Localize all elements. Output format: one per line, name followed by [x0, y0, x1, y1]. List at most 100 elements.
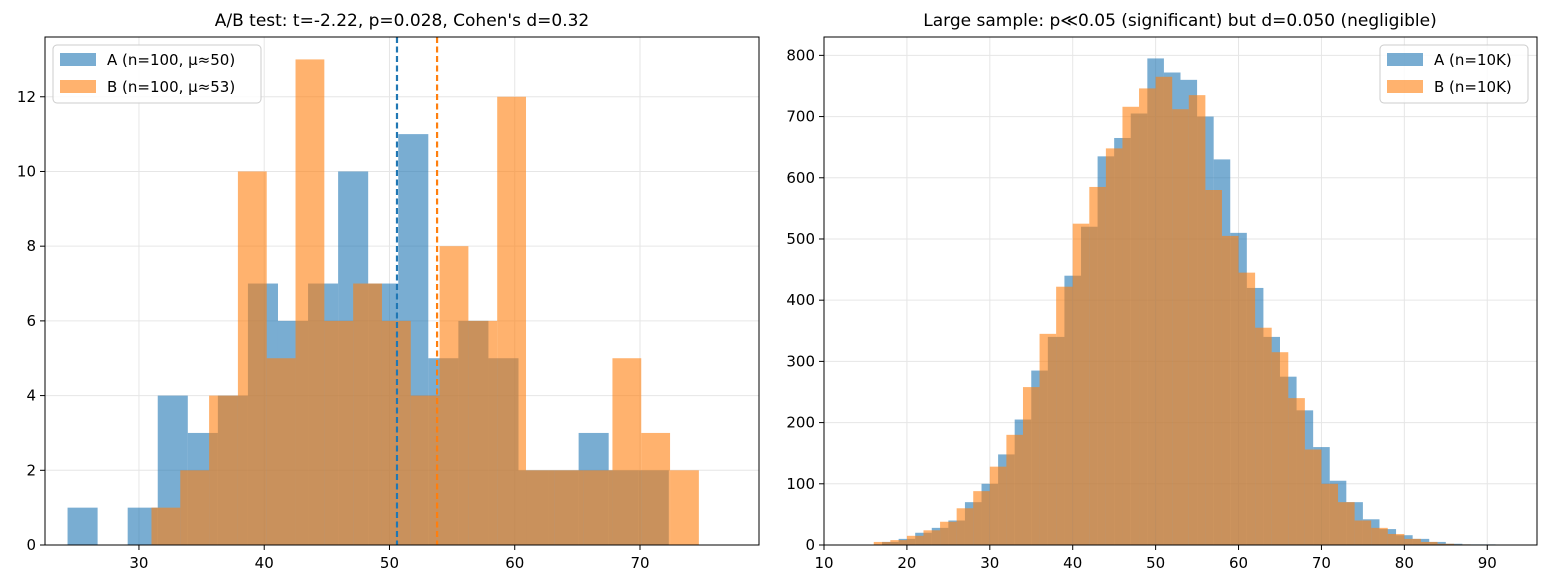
- histogram-bar-b: [526, 470, 555, 545]
- y-tick-label: 6: [26, 312, 36, 330]
- histogram-bar-b: [209, 395, 238, 545]
- histogram-bar-b: [410, 395, 440, 545]
- y-tick-label: 300: [786, 352, 815, 370]
- y-tick-label: 10: [17, 162, 36, 180]
- y-tick-label: 4: [26, 387, 36, 405]
- legend-label-a: A (n=100, μ≈50): [107, 51, 235, 69]
- legend-box: [52, 44, 262, 104]
- histogram-bar-b: [1338, 502, 1355, 545]
- histogram-bar-b: [1056, 286, 1073, 545]
- x-tick-label: 40: [255, 554, 274, 572]
- legend-label-a: A (n=10K): [1434, 51, 1512, 69]
- histogram-bar-b: [1288, 398, 1305, 545]
- histogram-bar-b: [1006, 434, 1023, 545]
- histogram-bar-b: [1039, 333, 1057, 545]
- histogram-bar-b: [583, 470, 613, 545]
- histogram-bar-b: [151, 507, 181, 545]
- histogram-bar-b: [324, 320, 354, 545]
- histogram-bar-b: [989, 466, 1007, 545]
- legend-swatch-b: [1387, 80, 1423, 93]
- histogram-bar-b: [612, 358, 642, 545]
- histogram-bar-b: [266, 358, 296, 545]
- y-tick-label: 500: [786, 230, 815, 248]
- histogram-bar-b: [295, 59, 325, 545]
- histogram-bar-b: [1139, 88, 1156, 545]
- x-tick-label: 10: [814, 554, 833, 572]
- large-sample-panel: Large sample: p≪0.05 (significant) but d…: [786, 11, 1538, 572]
- y-tick-label: 0: [805, 536, 815, 554]
- y-tick-label: 0: [26, 536, 36, 554]
- histogram-bar-b: [237, 171, 267, 545]
- y-tick-label: 600: [786, 169, 815, 187]
- histogram-bar-b: [956, 508, 974, 545]
- x-tick-label: 90: [1478, 554, 1497, 572]
- x-tick-label: 80: [1395, 554, 1414, 572]
- x-tick-label: 40: [1063, 554, 1082, 572]
- x-tick-label: 60: [1229, 554, 1248, 572]
- histogram-bar-b: [1420, 541, 1438, 545]
- plot-frame: [823, 36, 1538, 546]
- mean-lines: [395, 37, 439, 545]
- y-tick-label: 700: [786, 108, 815, 126]
- histogram-bar-b: [940, 521, 957, 545]
- histogram-bar-b: [1371, 527, 1388, 545]
- y-tick-label: 800: [786, 46, 815, 64]
- histogram-bars: [67, 59, 699, 546]
- histogram-bar-b: [1321, 483, 1339, 545]
- histogram-bar-b: [1387, 533, 1405, 545]
- legend-label-b: B (n=100, μ≈53): [107, 78, 235, 96]
- histogram-bar-a: [67, 507, 98, 545]
- ab-test-panel: A/B test: t=-2.22, p=0.028, Cohen's d=0.…: [17, 11, 760, 572]
- histogram-bar-b: [1404, 538, 1421, 545]
- histogram-bar-b: [1172, 109, 1189, 546]
- y-tick-label: 100: [786, 475, 815, 493]
- histogram-bar-b: [1022, 387, 1040, 545]
- histogram-bar-b: [554, 470, 584, 545]
- plot-frame: [44, 36, 760, 546]
- histogram-bar-b: [468, 320, 498, 545]
- y-tick-label: 400: [786, 291, 815, 309]
- x-tick-label: 50: [1146, 554, 1165, 572]
- x-tick-label: 70: [630, 554, 649, 572]
- histogram-bar-b: [873, 541, 891, 545]
- y-tick-label: 2: [26, 461, 36, 479]
- x-tick-label: 50: [380, 554, 399, 572]
- histogram-bar-b: [670, 470, 699, 545]
- y-tick-label: 200: [786, 414, 815, 432]
- legend-swatch-b: [60, 80, 96, 93]
- x-tick-label: 20: [897, 554, 916, 572]
- histogram-bar-b: [1089, 186, 1106, 545]
- legend: A (n=10K) B (n=10K): [1379, 44, 1529, 104]
- histogram-bar-b: [906, 535, 924, 545]
- histogram-bar-b: [497, 96, 527, 545]
- chart-title: A/B test: t=-2.22, p=0.028, Cohen's d=0.…: [215, 11, 590, 31]
- histogram-bar-b: [923, 530, 941, 545]
- legend-swatch-a: [60, 53, 96, 66]
- histogram-bar-b: [1155, 76, 1173, 545]
- histogram-bar-b: [1238, 272, 1256, 545]
- histogram-bar-b: [1205, 190, 1222, 545]
- axis-ticks: 10 20 30 40 50 60 70 80 90 0 100 200 300 400 500 600 700…: [786, 46, 1496, 572]
- x-tick-label: 70: [1312, 554, 1331, 572]
- histogram-bar-b: [1072, 223, 1090, 546]
- histogram-bar-b: [1354, 520, 1372, 545]
- x-tick-label: 30: [980, 554, 999, 572]
- histogram-bar-b: [1188, 95, 1206, 545]
- legend-label-b: B (n=10K): [1434, 78, 1512, 96]
- histogram-bar-b: [1122, 106, 1140, 545]
- histogram-bar-b: [1105, 148, 1123, 546]
- chart-title: Large sample: p≪0.05 (significant) but d…: [923, 11, 1436, 31]
- histogram-bar-b: [353, 283, 382, 545]
- histogram-bar-b: [439, 246, 469, 546]
- histogram-bar-b: [1271, 352, 1289, 545]
- histogram-bar-b: [1255, 327, 1272, 545]
- histogram-bar-b: [973, 491, 990, 545]
- x-tick-label: 60: [505, 554, 524, 572]
- y-tick-label: 8: [26, 237, 36, 255]
- y-tick-label: 12: [17, 88, 36, 106]
- legend-swatch-a: [1387, 53, 1423, 66]
- axis-ticks: 30 40 50 60 70 0 2 4 6 8 10 12: [17, 88, 650, 572]
- histogram-bar-b: [890, 540, 907, 545]
- histogram-bar-b: [1437, 543, 1455, 545]
